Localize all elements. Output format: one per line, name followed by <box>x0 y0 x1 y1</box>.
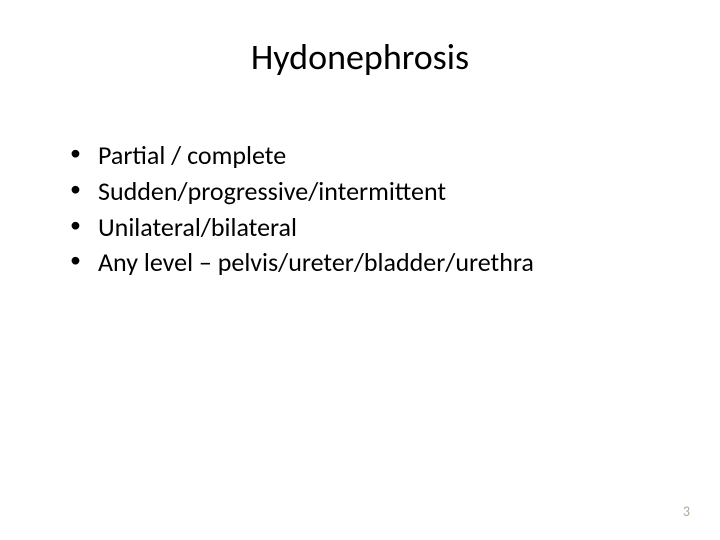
page-number: 3 <box>683 503 690 520</box>
slide-container: Hydonephrosis Partial / complete Sudden/… <box>0 0 720 540</box>
list-item: Partial / complete <box>70 139 670 173</box>
slide-title: Hydonephrosis <box>50 35 670 79</box>
list-item: Unilateral/bilateral <box>70 211 670 245</box>
list-item: Sudden/progressive/intermittent <box>70 175 670 209</box>
bullet-list: Partial / complete Sudden/progressive/in… <box>50 139 670 280</box>
list-item: Any level – pelvis/ureter/bladder/urethr… <box>70 246 670 280</box>
